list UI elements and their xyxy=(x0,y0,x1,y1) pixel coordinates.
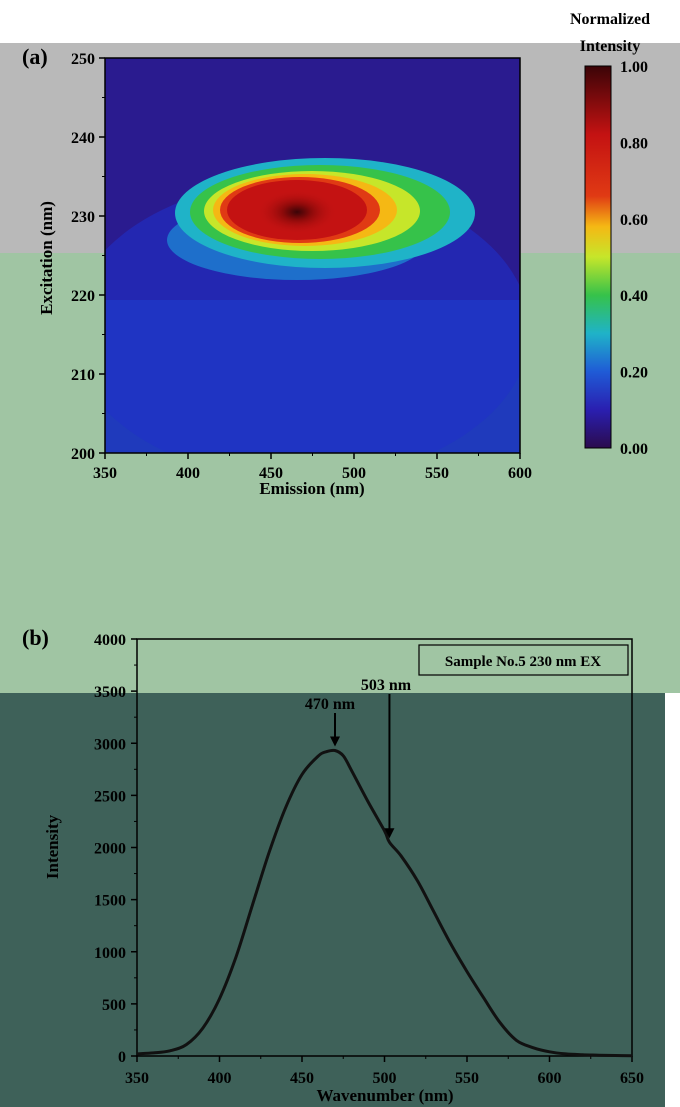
heatmap-x-tick-label: 500 xyxy=(342,465,366,482)
line-y-axis-title: Intensity xyxy=(43,814,62,879)
heatmap-x-tick-label: 400 xyxy=(176,465,200,482)
colorbar-ticks: 1.00 0.80 0.60 0.40 0.20 0.00 xyxy=(620,59,648,458)
heatmap-x-tick-label: 350 xyxy=(93,465,117,482)
line-y-tick-label: 2500 xyxy=(94,788,126,805)
line-y-tick-label: 3500 xyxy=(94,684,126,701)
colorbar-tick-label: 1.00 xyxy=(620,59,648,76)
colorbar-tick-label: 0.60 xyxy=(620,212,648,229)
colorbar-tick-label: 0.80 xyxy=(620,135,648,152)
line-y-tick-label: 4000 xyxy=(94,632,126,649)
line-x-tick-label: 550 xyxy=(455,1070,479,1087)
colorbar-title-line1: Normalized xyxy=(570,11,650,28)
heatmap-y-tick-label: 230 xyxy=(71,209,95,226)
heatmap-y-tick-label: 220 xyxy=(71,288,95,305)
peak-label-470: 470 nm xyxy=(305,696,356,713)
heatmap-x-axis-title: Emission (nm) xyxy=(259,479,364,498)
peak-arrow-head xyxy=(384,828,395,839)
background-band-dark-green xyxy=(0,693,665,1107)
line-y-tick-label: 0 xyxy=(118,1049,126,1066)
line-x-axis-title: Wavenumber (nm) xyxy=(316,1086,453,1105)
panel-a-label: (a) xyxy=(22,44,48,69)
heatmap-ticks: 350 400 450 500 550 600 200 210 220 230 240 250 xyxy=(71,51,532,482)
line-x-tick-label: 400 xyxy=(208,1070,232,1087)
colorbar xyxy=(584,65,612,449)
heatmap-plot-area xyxy=(105,58,520,453)
colorbar-title-line2: Intensity xyxy=(580,38,640,55)
line-x-tick-label: 450 xyxy=(290,1070,314,1087)
peak-label-503: 503 nm xyxy=(361,677,412,694)
colorbar-tick-label: 0.00 xyxy=(620,441,648,458)
line-y-tick-label: 1500 xyxy=(94,893,126,910)
colorbar-tick-label: 0.40 xyxy=(620,288,648,305)
line-plot-frame xyxy=(136,638,633,1057)
line-y-tick-label: 1000 xyxy=(94,945,126,962)
line-x-tick-label: 350 xyxy=(125,1070,149,1087)
heatmap-x-tick-label: 600 xyxy=(508,465,532,482)
peak-arrows xyxy=(330,694,395,839)
line-x-tick-label: 650 xyxy=(620,1070,644,1087)
heatmap-x-tick-label: 550 xyxy=(425,465,449,482)
line-x-tick-label: 500 xyxy=(373,1070,397,1087)
peak-arrow-head xyxy=(330,736,340,747)
line-y-tick-label: 3000 xyxy=(94,736,126,753)
heatmap-y-tick-label: 250 xyxy=(71,51,95,68)
heatmap-panel: 350 400 450 500 550 600 200 210 220 230 240 250 (a)… xyxy=(22,11,650,498)
legend-text: Sample No.5 230 nm EX xyxy=(445,654,601,670)
line-ticks: 350 400 450 500 550 600 650 0 500 1000 1500 2000 250… xyxy=(94,632,644,1087)
heatmap-y-tick-label: 210 xyxy=(71,367,95,384)
heatmap-x-tick-label: 450 xyxy=(259,465,283,482)
line-y-tick-label: 500 xyxy=(102,997,126,1014)
line-x-tick-label: 600 xyxy=(538,1070,562,1087)
line-panel: 350 400 450 500 550 600 650 0 500 1000 1500 2000 250… xyxy=(22,625,644,1105)
panel-b-label: (b) xyxy=(22,625,49,650)
heatmap-y-axis-title: Excitation (nm) xyxy=(37,201,56,315)
line-series-sample-no5 xyxy=(136,748,633,1058)
heatmap-peak xyxy=(257,190,337,234)
heatmap-y-tick-label: 200 xyxy=(71,446,95,463)
heatmap-y-tick-label: 240 xyxy=(71,130,95,147)
legend-box xyxy=(418,644,629,676)
colorbar-tick-label: 0.20 xyxy=(620,365,648,382)
line-y-tick-label: 2000 xyxy=(94,841,126,858)
